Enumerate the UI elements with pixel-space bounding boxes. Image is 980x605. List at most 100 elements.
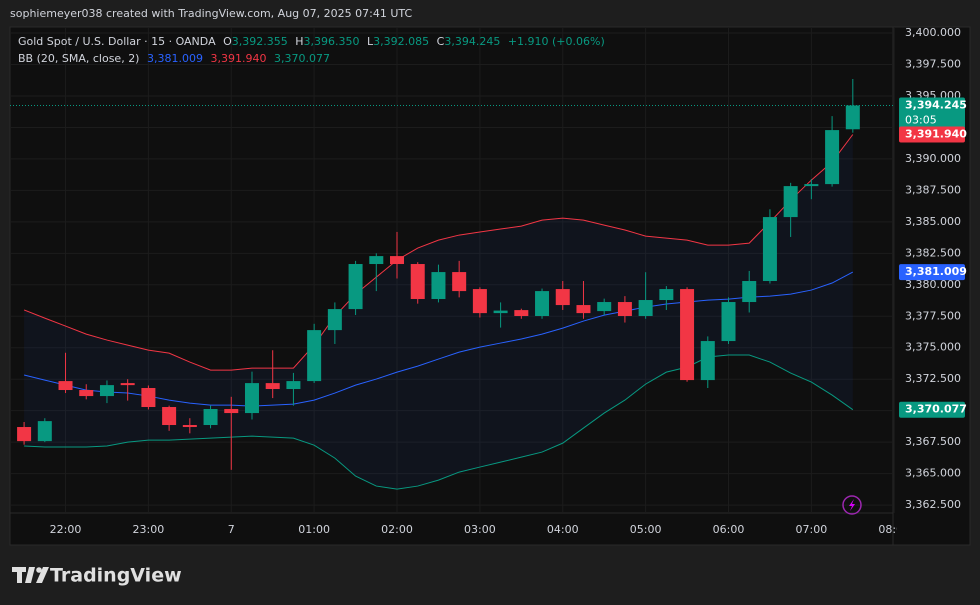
x-tick-label: 03:00 — [464, 523, 496, 536]
alert-icon[interactable] — [842, 495, 862, 515]
o-label: O — [223, 35, 232, 48]
candle-body — [825, 130, 840, 185]
brand-logo — [12, 567, 49, 583]
candle-body — [659, 289, 674, 301]
chart-panel — [9, 26, 971, 546]
candle-body — [617, 302, 632, 317]
candle-body — [514, 310, 529, 317]
indicator: BB (20, SMA, close, 2) — [18, 52, 139, 65]
candle-body — [700, 341, 715, 381]
x-tick-label: 23:00 — [133, 523, 165, 536]
y-tick-label: 3,390.000 — [905, 152, 961, 165]
candle-body — [721, 302, 736, 342]
price-badge — [899, 97, 965, 131]
lower-badge — [899, 401, 965, 418]
lower-badge-text: 3,370.077 — [905, 403, 967, 416]
candle-body — [742, 281, 757, 303]
x-tick-label: 22:00 — [50, 523, 82, 536]
candle-body — [162, 407, 177, 426]
symbol-legend: Gold Spot / U.S. Dollar · 15 · OANDA O3,… — [18, 35, 605, 48]
high: 3,396.350 — [304, 35, 360, 48]
price-badge-text: 3,394.245 — [905, 98, 967, 111]
x-tick-label: 01:00 — [298, 523, 330, 536]
candle-body — [79, 390, 94, 397]
low: 3,392.085 — [373, 35, 429, 48]
upper-badge — [899, 126, 965, 143]
y-tick-label: 3,380.000 — [905, 278, 961, 291]
bb-mid: 3,381.009 — [147, 52, 203, 65]
candle-body — [327, 309, 342, 331]
x-tick-label: 08:00 — [878, 523, 910, 536]
grid — [10, 27, 895, 513]
y-tick-label: 3,387.500 — [905, 183, 961, 196]
x-tick-label: 07:00 — [796, 523, 828, 536]
candle-body — [265, 383, 280, 390]
bb-lower: 3,370.077 — [274, 52, 330, 65]
candle-body — [203, 409, 218, 426]
c-label: C — [437, 35, 445, 48]
plot — [10, 78, 893, 490]
close: 3,394.245 — [444, 35, 500, 48]
y-tick-label: 3,377.500 — [905, 309, 961, 322]
candle-body — [286, 381, 301, 390]
attribution: sophiemeyer038 created with TradingView.… — [10, 7, 412, 20]
candle-body — [576, 305, 591, 314]
candle-body — [680, 289, 695, 381]
h-label: H — [295, 35, 303, 48]
candle-body — [845, 105, 860, 130]
candle-body — [762, 217, 777, 282]
upper-badge-text: 3,391.940 — [905, 127, 967, 140]
band-line — [23, 134, 854, 371]
candle-body — [58, 381, 73, 391]
candle-body — [224, 409, 239, 414]
candle-body — [804, 184, 819, 187]
candle-body — [638, 300, 653, 317]
candle-body — [348, 264, 363, 310]
brand-name: TradingView — [50, 565, 182, 587]
y-tick-label: 3,385.000 — [905, 215, 961, 228]
axes: 3,362.5003,365.0003,367.5003,370.0003,37… — [50, 26, 968, 536]
mid-badge — [899, 264, 965, 281]
x-tick-label: 02:00 — [381, 523, 413, 536]
candle-body — [141, 388, 156, 408]
candle-body — [493, 310, 508, 314]
y-tick-label: 3,375.000 — [905, 341, 961, 354]
candle-body — [597, 302, 612, 312]
y-tick-label: 3,382.500 — [905, 246, 961, 259]
candle-body — [410, 264, 425, 300]
change: +1.910 (+0.06%) — [508, 35, 605, 48]
bb-upper: 3,391.940 — [210, 52, 266, 65]
candle-body — [452, 272, 467, 292]
symbol: Gold Spot / U.S. Dollar · 15 · OANDA — [18, 35, 216, 48]
x-tick-label: 06:00 — [713, 523, 745, 536]
candle-body — [244, 383, 259, 414]
indicator-legend: BB (20, SMA, close, 2) 3,381.009 3,391.9… — [18, 52, 330, 65]
candle-body — [535, 291, 550, 317]
mid-badge-text: 3,381.009 — [905, 265, 967, 278]
candle-body — [472, 289, 487, 314]
y-tick-label: 3,400.000 — [905, 26, 961, 39]
y-tick-label: 3,365.000 — [905, 467, 961, 480]
candle-body — [99, 385, 114, 397]
price-badge-countdown: 03:05 — [905, 113, 937, 126]
y-tick-label: 3,367.500 — [905, 435, 961, 448]
y-tick-label: 3,372.500 — [905, 372, 961, 385]
x-tick-label: 04:00 — [547, 523, 579, 536]
x-tick-label: 7 — [228, 523, 235, 536]
candle-body — [783, 186, 798, 218]
candle-body — [120, 383, 135, 386]
candle-body — [431, 272, 446, 300]
l-label: L — [367, 35, 374, 48]
candle-body — [182, 425, 197, 428]
y-tick-label: 3,362.500 — [905, 498, 961, 511]
x-axis-labels: 22:00 23:00 7 01:00 02:00 03:00 04:00 05:00 06:0… — [50, 523, 910, 536]
x-tick-label: 05:00 — [630, 523, 662, 536]
y-tick-label: 3,397.500 — [905, 58, 961, 71]
band-line — [23, 271, 854, 407]
candle-body — [390, 256, 405, 265]
candle-body — [369, 256, 384, 265]
candle-body — [17, 427, 32, 442]
open: 3,392.355 — [232, 35, 288, 48]
candle-body — [37, 421, 52, 442]
